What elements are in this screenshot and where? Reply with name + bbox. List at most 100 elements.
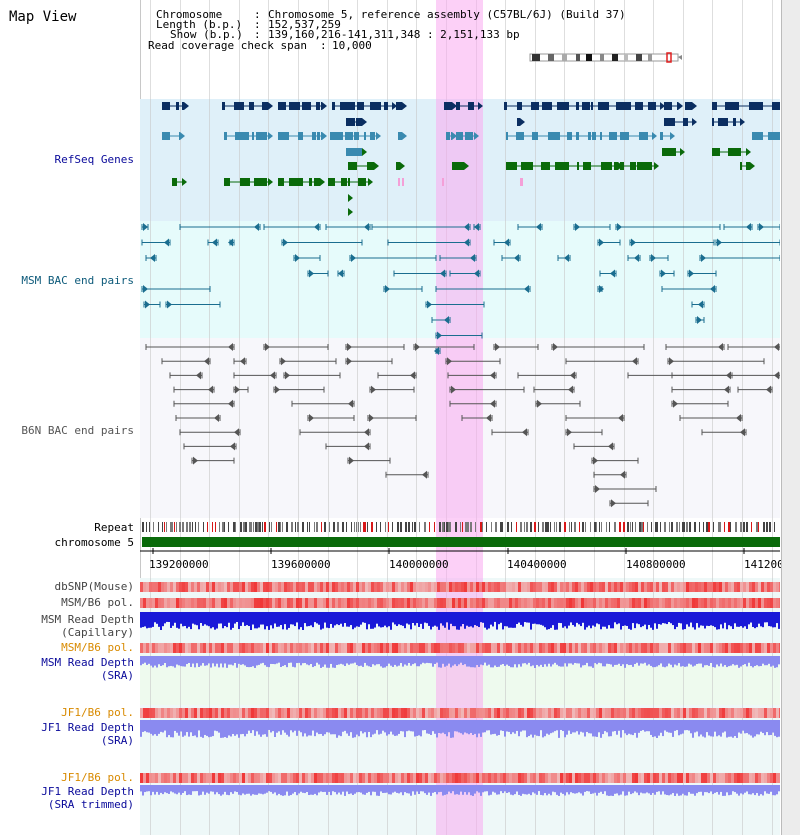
heat-cell (422, 708, 425, 718)
depth-bar (594, 612, 596, 627)
depth-bar (580, 656, 582, 668)
heat-cell (287, 598, 290, 608)
heat-cell (560, 643, 563, 653)
heat-cell (161, 773, 164, 783)
bac-end-arrow (490, 371, 495, 380)
heat-cell (179, 643, 182, 653)
bac-end-arrow (717, 238, 722, 247)
jf1-pol2-track-label[interactable]: JF1/B6 pol. (61, 771, 134, 784)
msm-depth-sra-label[interactable]: MSM Read Depth (41, 656, 134, 669)
vertical-scrollbar[interactable] (781, 0, 800, 835)
depth-bar (558, 785, 560, 796)
gene-exon (620, 162, 624, 170)
heat-cell (143, 582, 146, 592)
heat-cell (344, 708, 347, 718)
heat-cell (308, 582, 311, 592)
depth-bar (698, 785, 700, 792)
msm-depth-cap-label[interactable]: MSM Read Depth (41, 613, 134, 626)
depth-bar (224, 720, 226, 738)
heat-cell (443, 582, 446, 592)
depth-bar (536, 785, 538, 795)
jf1-pol1-track-label[interactable]: JF1/B6 pol. (61, 706, 134, 719)
heat-cell (662, 708, 665, 718)
heat-cell (743, 598, 746, 608)
heat-cell (365, 773, 368, 783)
depth-bar (174, 656, 176, 668)
depth-bar (188, 612, 190, 627)
depth-bar (552, 612, 554, 626)
msm-pol1-track-label[interactable]: MSM/B6 pol. (61, 596, 134, 609)
ideogram-band (624, 54, 628, 61)
repeat-element (530, 522, 532, 532)
msm-bac-track-label[interactable]: MSM BAC end pairs (21, 274, 134, 287)
heat-cell (536, 708, 539, 718)
depth-bar (252, 720, 254, 731)
jf1-trim-label[interactable]: JF1 Read Depth (41, 785, 134, 798)
heat-cell (779, 643, 780, 653)
depth-bar (356, 720, 358, 735)
length-label: Length (b.p.) (156, 18, 243, 31)
track-canvas[interactable] (140, 0, 780, 835)
repeat-element (740, 522, 742, 532)
depth-bar (194, 720, 196, 736)
depth-bar (320, 656, 322, 668)
heat-cell (599, 598, 602, 608)
heat-cell (269, 582, 272, 592)
depth-bar (428, 612, 430, 626)
refseq-track-label[interactable]: RefSeq Genes (54, 153, 134, 166)
heat-cell (539, 708, 542, 718)
gene-exon (332, 102, 335, 110)
repeat-track-label[interactable]: Repeat (94, 521, 134, 534)
gene-exon (240, 178, 250, 186)
heat-cell (665, 598, 668, 608)
depth-bar (282, 656, 284, 666)
heat-cell (476, 643, 479, 653)
depth-bar (268, 785, 270, 792)
heat-cell (158, 708, 161, 718)
depth-bar (474, 785, 476, 794)
heat-cell (176, 598, 179, 608)
depth-bar (208, 720, 210, 738)
heat-cell (689, 598, 692, 608)
ideogram-band (532, 54, 540, 61)
dbsnp-track-label[interactable]: dbSNP(Mouse) (54, 580, 134, 593)
depth-bar (310, 785, 312, 795)
chromosome-ideogram[interactable] (528, 52, 684, 64)
depth-bar (646, 612, 648, 630)
gene-exon (592, 132, 596, 140)
jf1-depth-label[interactable]: JF1 Read Depth (41, 721, 134, 734)
heat-cell (227, 773, 230, 783)
depth-bar (236, 720, 238, 735)
msm-pol2-track-label[interactable]: MSM/B6 pol. (61, 641, 134, 654)
depth-bar (172, 785, 174, 793)
ideogram-position-marker[interactable] (666, 52, 672, 63)
b6n-bac-track-label[interactable]: B6N BAC end pairs (21, 424, 134, 437)
heat-cell (143, 708, 146, 718)
heat-cell (587, 643, 590, 653)
depth-bar (570, 656, 572, 664)
depth-bar (276, 612, 278, 627)
depth-bar (746, 656, 748, 667)
bac-end-arrow (347, 343, 352, 351)
depth-bar (650, 656, 652, 666)
bac-end-arrow (697, 316, 702, 324)
heat-cell (386, 773, 389, 783)
depth-bar (514, 656, 516, 665)
chromosome-track-label[interactable]: chromosome 5 (54, 536, 134, 549)
heat-cell (443, 598, 446, 608)
depth-bar (360, 612, 362, 625)
repeat-element (743, 522, 745, 532)
repeat-element (550, 522, 551, 532)
depth-bar (752, 720, 754, 738)
repeat-element (467, 522, 469, 532)
heat-cell (644, 598, 647, 608)
heat-cell (479, 598, 482, 608)
heat-cell (251, 708, 254, 718)
heat-cell (767, 773, 770, 783)
gene-exon (348, 162, 357, 170)
heat-cell (362, 582, 365, 592)
repeat-element (627, 522, 629, 532)
depth-bar (628, 656, 630, 666)
depth-bar (194, 612, 196, 625)
bac-end-arrow (228, 343, 233, 351)
